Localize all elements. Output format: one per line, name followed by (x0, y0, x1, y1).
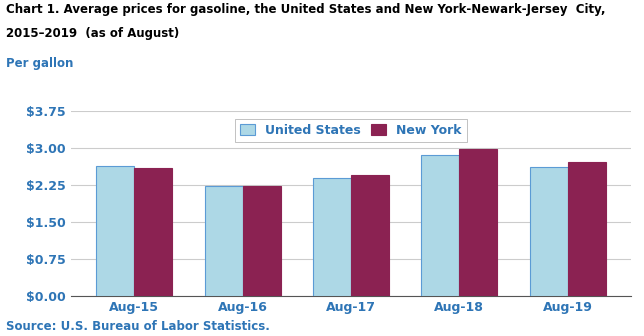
Legend: United States, New York: United States, New York (235, 119, 467, 142)
Bar (459, 149, 497, 296)
Bar (313, 178, 351, 296)
Bar (421, 155, 459, 296)
Text: Chart 1. Average prices for gasoline, the United States and New York-Newark-Jers: Chart 1. Average prices for gasoline, th… (6, 3, 606, 16)
Bar (205, 186, 243, 296)
Text: 2015–2019  (as of August): 2015–2019 (as of August) (6, 27, 180, 40)
Bar (568, 162, 605, 296)
Text: Per gallon: Per gallon (6, 57, 74, 70)
Bar (134, 168, 172, 296)
Bar (97, 166, 134, 296)
Bar (530, 167, 568, 296)
Text: Source: U.S. Bureau of Labor Statistics.: Source: U.S. Bureau of Labor Statistics. (6, 320, 270, 333)
Bar (351, 175, 389, 296)
Bar (243, 186, 281, 296)
